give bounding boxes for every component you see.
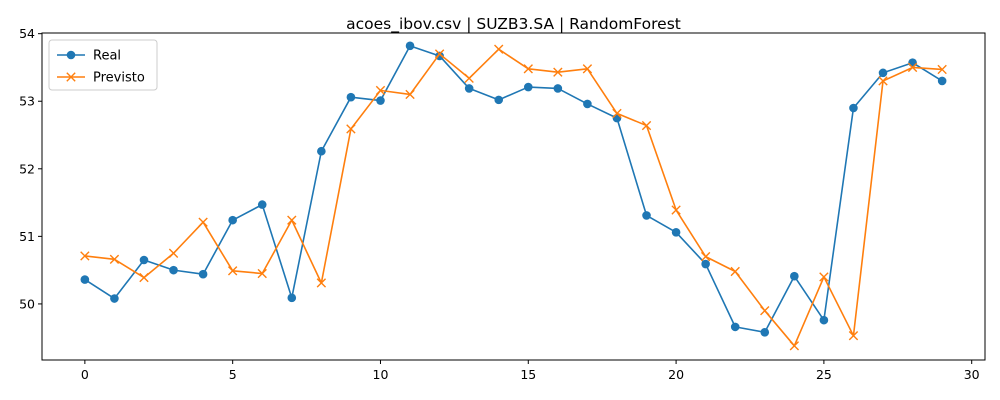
data-point-real — [553, 84, 563, 93]
data-point-real — [642, 211, 651, 220]
data-point-previsto — [405, 89, 415, 100]
y-tick-label: 53 — [19, 94, 35, 109]
data-point-real — [790, 271, 799, 281]
legend-marker-previsto — [66, 72, 76, 82]
legend-label-previsto: Previsto — [93, 71, 145, 86]
x-tick-label: 20 — [668, 367, 684, 382]
data-point-previsto — [907, 62, 918, 73]
series-line-previsto — [84, 48, 943, 347]
data-point-real — [80, 275, 90, 284]
data-point-real — [169, 265, 178, 275]
data-point-real — [494, 95, 504, 105]
data-point-previsto — [316, 278, 327, 288]
x-tick-label: 5 — [229, 367, 237, 382]
legend-label-real: Real — [93, 49, 121, 64]
data-point-previsto — [671, 205, 681, 215]
series-line-real — [84, 45, 943, 334]
data-point-previsto — [582, 64, 593, 74]
data-point-real — [583, 99, 592, 109]
data-point-previsto — [937, 64, 947, 75]
x-tick-label: 0 — [81, 367, 89, 382]
data-point-previsto — [168, 248, 179, 258]
data-point-previsto — [109, 254, 120, 265]
data-point-previsto — [287, 215, 297, 225]
data-point-real — [908, 58, 917, 68]
data-point-previsto — [434, 49, 445, 59]
data-point-previsto — [494, 44, 504, 54]
data-point-previsto — [257, 268, 267, 279]
data-point-previsto — [553, 67, 563, 77]
data-point-previsto — [198, 217, 208, 227]
data-point-previsto — [878, 76, 888, 86]
data-point-previsto — [227, 266, 238, 276]
data-point-real — [346, 92, 356, 102]
data-point-previsto — [819, 272, 829, 282]
data-point-real — [257, 200, 267, 209]
y-axis: 50 51 52 53 54 — [19, 26, 42, 311]
series-layer — [80, 41, 947, 351]
data-point-previsto — [612, 108, 622, 119]
data-point-real — [878, 68, 888, 78]
data-point-real — [139, 255, 149, 265]
data-point-previsto — [523, 64, 533, 74]
data-point-real — [405, 41, 415, 51]
x-tick-label: 30 — [964, 367, 980, 382]
data-point-previsto — [375, 85, 386, 96]
y-tick-label: 51 — [19, 229, 35, 244]
data-point-real — [110, 294, 119, 303]
data-point-real — [287, 293, 297, 303]
data-point-real — [849, 103, 858, 113]
data-point-previsto — [464, 73, 474, 83]
data-point-real — [228, 215, 237, 225]
data-point-previsto — [848, 330, 859, 341]
y-tick-label: 52 — [19, 161, 35, 176]
data-point-previsto — [346, 124, 356, 134]
data-point-real — [730, 322, 740, 332]
data-point-real — [464, 84, 474, 93]
legend-marker-real — [66, 50, 76, 60]
y-tick-label: 54 — [19, 26, 35, 41]
data-point-previsto — [80, 251, 90, 261]
data-point-real — [376, 96, 385, 105]
data-point-real — [671, 228, 681, 237]
legend: Real Previsto — [48, 39, 158, 91]
data-point-previsto — [139, 272, 149, 283]
data-point-previsto — [641, 120, 652, 131]
data-point-previsto — [700, 251, 711, 262]
data-point-real — [198, 269, 208, 279]
data-point-real — [317, 146, 326, 156]
data-point-real — [937, 76, 947, 86]
chart-title: acoes_ibov.csv | SUZB3.SA | RandomForest — [346, 15, 681, 34]
data-point-previsto — [730, 266, 740, 277]
data-point-real — [760, 327, 770, 337]
data-point-real — [523, 82, 533, 92]
x-tick-label: 10 — [373, 367, 389, 382]
plot-area — [41, 32, 986, 361]
data-point-real — [819, 315, 829, 325]
data-point-previsto — [760, 305, 770, 316]
x-tick-label: 25 — [816, 367, 832, 382]
data-point-previsto — [789, 341, 800, 351]
x-tick-label: 15 — [520, 367, 536, 382]
data-point-real — [701, 259, 710, 269]
y-tick-label: 50 — [19, 296, 35, 311]
x-axis: 0 5 10 15 20 25 30 — [81, 360, 980, 382]
